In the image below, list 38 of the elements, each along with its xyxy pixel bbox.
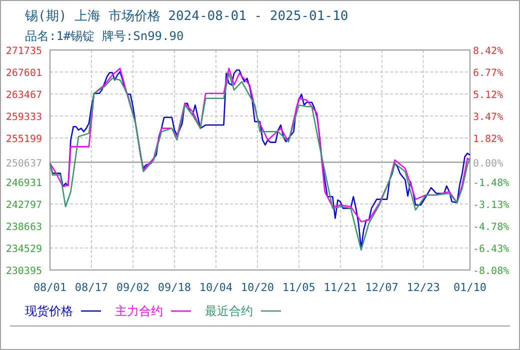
y-tick-label: 250637 [6,158,42,170]
y-tick-label: 259333 [6,112,42,123]
y-tick-label: 255199 [6,134,42,145]
chart-title: 锡(期) 上海 市场价格 2024-08-01 - 2025-01-10 [24,9,348,24]
y-tick-label: 271735 [6,46,42,57]
legend-label: 最近合约 [205,304,253,318]
x-tick-label: 08/17 [74,281,108,294]
y-tick-label: 267601 [6,68,42,79]
x-tick-label: 09/02 [116,281,150,294]
y-tick-label: 230395 [6,266,42,277]
x-tick-label: 10/04 [199,281,233,294]
y2-tick-label: -8.08% [473,266,510,277]
y2-tick-label: 6.77% [473,68,504,79]
y2-tick-label: -4.78% [473,222,510,233]
y-tick-label: 242797 [6,200,42,211]
x-tick-label: 12/07 [365,281,398,294]
y2-tick-label: 3.47% [473,112,504,123]
x-tick-label: 10/20 [240,281,274,294]
y2-tick-label: -1.48% [473,178,510,189]
x-tick-label: 09/18 [158,281,192,294]
y2-tick-label: 0.00% [473,158,504,170]
y2-tick-label: 1.82% [473,134,504,145]
x-tick-label: 12/23 [406,281,440,294]
y2-tick-label: 5.12% [473,90,504,101]
y-tick-label: 234529 [6,244,42,255]
y-tick-label: 238663 [6,222,42,233]
y2-tick-label: -3.13% [473,200,510,211]
legend-label: 现货价格 [25,304,73,318]
y2-tick-label: -6.43% [473,244,510,255]
legend-label: 主力合约 [115,304,163,318]
x-tick-label: 11/05 [282,281,316,294]
x-tick-label: 08/01 [33,281,67,294]
y-tick-label: 246931 [6,178,42,189]
x-tick-label: 01/10 [453,281,487,294]
chart-subtitle: 品名:1#锡锭 牌号:Sn99.90 [25,29,184,43]
y2-tick-label: 8.42% [473,46,504,57]
y-tick-label: 263467 [6,90,42,101]
x-tick-label: 11/21 [324,281,357,294]
